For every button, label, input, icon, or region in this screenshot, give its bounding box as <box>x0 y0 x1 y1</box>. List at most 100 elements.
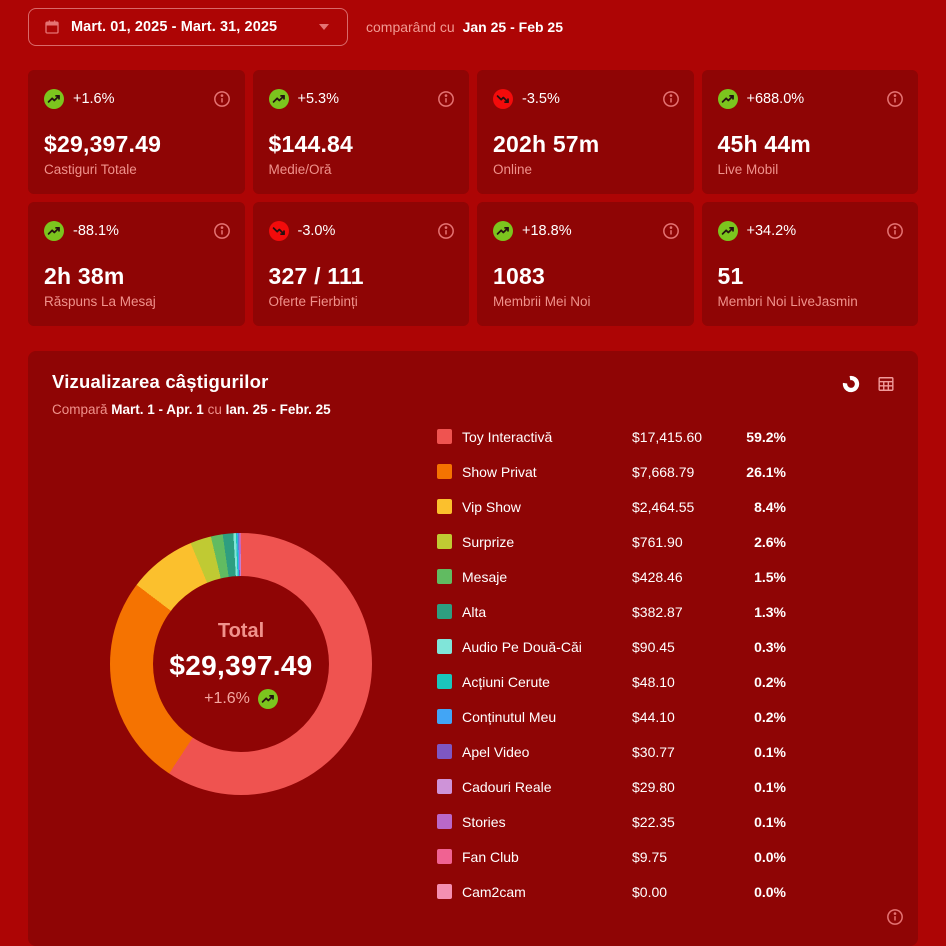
legend-label: Toy Interactivă <box>462 428 553 445</box>
info-button[interactable] <box>212 221 232 241</box>
legend-percent: 0.1% <box>754 813 786 830</box>
trend-up-icon <box>493 221 513 241</box>
date-range-label: Mart. 01, 2025 - Mart. 31, 2025 <box>71 19 278 35</box>
donut-total-label: Total <box>217 619 265 642</box>
donut-total-change: +1.6% <box>204 688 278 709</box>
trend-up-icon <box>44 221 64 241</box>
date-range-picker[interactable]: Mart. 01, 2025 - Mart. 31, 2025 <box>28 8 348 46</box>
info-button[interactable] <box>661 221 681 241</box>
stat-card: +688.0% 45h 44m Live Mobil <box>701 70 918 194</box>
legend-row[interactable]: Cadouri Reale $29.80 0.1% <box>437 769 786 804</box>
stat-label: Online <box>493 162 533 177</box>
legend-value: $9.75 <box>632 848 668 865</box>
info-button[interactable] <box>885 221 905 241</box>
info-button[interactable] <box>885 89 905 109</box>
table-view-button[interactable] <box>876 374 896 394</box>
legend-row[interactable]: Fan Club $9.75 0.0% <box>437 839 786 874</box>
legend-row[interactable]: Audio Pe Două-Căi $90.45 0.3% <box>437 629 786 664</box>
trend-down-icon <box>493 89 513 109</box>
earnings-donut-chart[interactable]: Total $29,397.49 +1.6% <box>110 533 372 795</box>
stat-label: Oferte Fierbinți <box>268 294 358 309</box>
legend-row[interactable]: Acțiuni Cerute $48.10 0.2% <box>437 664 786 699</box>
legend-label: Apel Video <box>462 743 530 760</box>
stat-value: 2h 38m <box>44 263 125 289</box>
legend-label: Fan Club <box>462 848 519 865</box>
legend-percent: 0.1% <box>754 778 786 795</box>
stat-value: $144.84 <box>268 131 354 157</box>
donut-chart-view-button[interactable] <box>841 374 861 394</box>
comparing-text: comparând cu Jan 25 - Feb 25 <box>366 19 563 35</box>
trend-row: +688.0% <box>717 89 906 109</box>
info-button[interactable] <box>661 89 681 109</box>
stat-value: 202h 57m <box>493 131 600 157</box>
legend-label: Conținutul Meu <box>462 708 557 725</box>
legend-row[interactable]: Apel Video $30.77 0.1% <box>437 734 786 769</box>
trend-row: -3.5% <box>493 89 681 109</box>
panel-compare-subtitle: Compară Mart. 1 - Apr. 1 cu Ian. 25 - Fe… <box>52 402 331 417</box>
legend-color-swatch <box>437 569 452 584</box>
legend-percent: 26.1% <box>746 463 786 480</box>
legend-value: $761.90 <box>632 533 683 550</box>
panel-header: Vizualizarea câștigurilor Compară Mart. … <box>52 371 896 417</box>
stat-label: Medie/Oră <box>268 162 332 177</box>
legend-value: $48.10 <box>632 673 675 690</box>
legend-percent: 59.2% <box>746 428 786 445</box>
legend-row[interactable]: Mesaje $428.46 1.5% <box>437 559 786 594</box>
legend-row[interactable]: Vip Show $2,464.55 8.4% <box>437 489 786 524</box>
trend-percent: +5.3% <box>297 91 340 107</box>
legend-label: Acțiuni Cerute <box>462 673 550 690</box>
chevron-down-icon <box>319 24 329 30</box>
info-button[interactable] <box>212 89 232 109</box>
donut-center: Total $29,397.49 +1.6% <box>153 576 329 752</box>
legend-row[interactable]: Conținutul Meu $44.10 0.2% <box>437 699 786 734</box>
trend-up-icon <box>717 89 738 109</box>
legend-percent: 0.2% <box>754 673 786 690</box>
stat-card: -3.0% 327 / 111 Oferte Fierbinți <box>252 202 469 326</box>
trend-up-icon <box>268 89 289 109</box>
legend-percent: 0.1% <box>754 743 786 760</box>
legend-color-swatch <box>437 674 452 689</box>
stat-label: Live Mobil <box>717 162 779 177</box>
legend-percent: 1.3% <box>754 603 786 620</box>
legend-row[interactable]: Alta $382.87 1.3% <box>437 594 786 629</box>
legend-percent: 2.6% <box>754 533 786 550</box>
legend-color-swatch <box>437 604 452 619</box>
stat-value: 51 <box>717 263 744 289</box>
comparing-label: comparând cu <box>366 19 455 35</box>
calendar-icon <box>43 18 61 36</box>
earnings-legend: Toy Interactivă $17,415.60 59.2% Show Priva… <box>437 419 786 909</box>
trend-up-icon <box>44 89 64 109</box>
legend-color-swatch <box>437 639 452 654</box>
legend-label: Vip Show <box>462 498 521 515</box>
legend-color-swatch <box>437 499 452 514</box>
trend-up-icon <box>717 221 738 241</box>
info-button[interactable] <box>436 89 456 109</box>
trend-percent: +18.8% <box>522 223 572 239</box>
panel-info-button[interactable] <box>885 907 905 927</box>
legend-percent: 1.5% <box>754 568 786 585</box>
legend-color-swatch <box>437 464 452 479</box>
legend-row[interactable]: Surprize $761.90 2.6% <box>437 524 786 559</box>
trend-percent: +1.6% <box>73 91 115 107</box>
legend-row[interactable]: Cam2cam $0.00 0.0% <box>437 874 786 909</box>
legend-value: $22.35 <box>632 813 675 830</box>
legend-value: $0.00 <box>632 883 668 900</box>
legend-row[interactable]: Show Privat $7,668.79 26.1% <box>437 454 786 489</box>
trend-row: -3.0% <box>268 221 457 241</box>
trend-percent: +34.2% <box>746 223 797 239</box>
legend-row[interactable]: Toy Interactivă $17,415.60 59.2% <box>437 419 786 454</box>
legend-value: $428.46 <box>632 568 683 585</box>
compare-prefix: Compară <box>52 402 108 417</box>
legend-percent: 0.3% <box>754 638 786 655</box>
stat-cards-grid: +1.6% $29,397.49 Castiguri Totale +5.3% $144… <box>28 70 918 326</box>
trend-row: +18.8% <box>493 221 681 241</box>
legend-value: $2,464.55 <box>632 498 695 515</box>
stat-label: Membri Noi LiveJasmin <box>717 294 858 309</box>
legend-value: $382.87 <box>632 603 683 620</box>
view-toggle <box>841 374 896 394</box>
compare-current-range: Mart. 1 - Apr. 1 <box>111 402 204 417</box>
legend-percent: 8.4% <box>754 498 786 515</box>
info-button[interactable] <box>436 221 456 241</box>
legend-row[interactable]: Stories $22.35 0.1% <box>437 804 786 839</box>
